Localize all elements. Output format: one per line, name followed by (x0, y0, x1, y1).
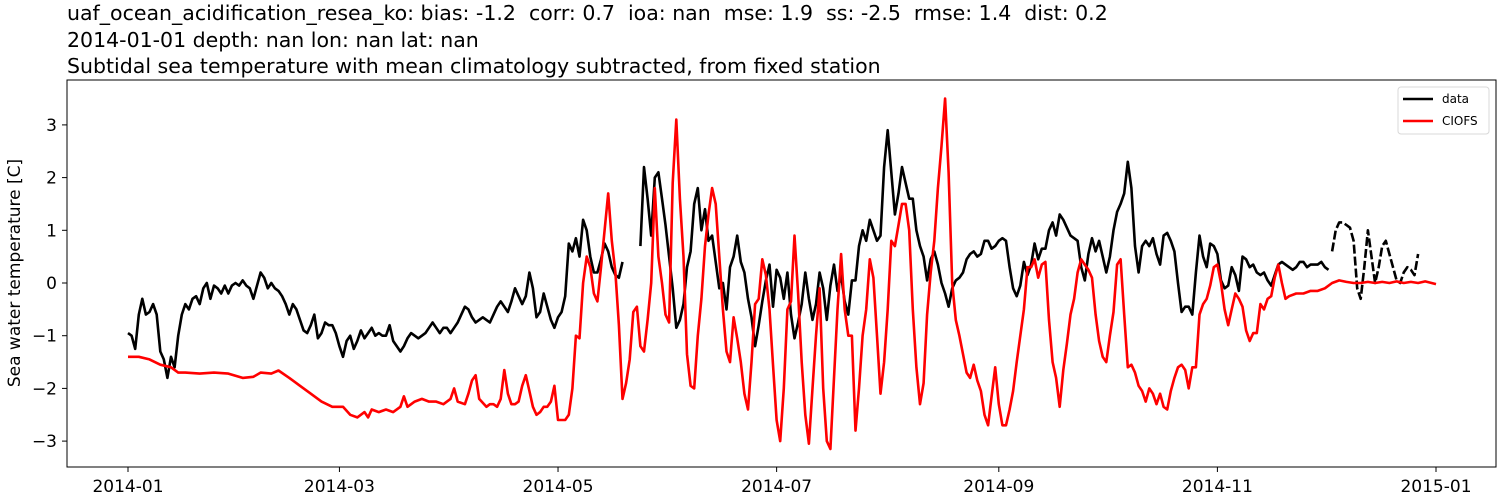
y-tick-label: −3 (32, 432, 57, 452)
chart-title-line-2: 2014-01-01 depth: nan lon: nan lat: nan (67, 28, 479, 52)
chart-title-line-3: Subtidal sea temperature with mean clima… (67, 54, 881, 78)
legend-ciofs-label: CIOFS (1442, 114, 1478, 128)
y-tick-label: −2 (32, 379, 57, 399)
data-series-line (639, 128, 1330, 348)
x-tick-label: 2014-01 (92, 477, 163, 497)
series-layer (127, 97, 1437, 451)
legend-data-label: data (1442, 92, 1469, 106)
x-tick-label: 2014-11 (1182, 477, 1253, 497)
y-axis: 3 2 1 0 −1 −2 −3 (32, 116, 67, 452)
x-tick-label: 2014-03 (304, 477, 375, 497)
ciofs-series-line (128, 97, 1437, 451)
y-tick-label: 3 (46, 116, 57, 136)
y-tick-label: 0 (46, 274, 57, 294)
x-axis: 2014-01 2014-03 2014-05 2014-07 2014-09 2014-… (92, 467, 1472, 497)
chart-title-line-1: uaf_ocean_acidification_resea_ko: bias: … (67, 1, 1108, 25)
data-series-line-sparse (1330, 221, 1420, 301)
x-tick-label: 2014-09 (963, 477, 1034, 497)
axes-frame (66, 79, 1497, 468)
x-tick-label: 2015-01 (1400, 477, 1471, 497)
y-tick-label: 2 (46, 169, 57, 189)
y-axis-label: Sea water temperature [C] (5, 159, 25, 387)
plot-area (127, 97, 1437, 451)
x-tick-label: 2014-05 (523, 477, 594, 497)
legend: data CIOFS (1397, 86, 1490, 135)
y-tick-label: 1 (46, 221, 57, 241)
y-tick-label: −1 (32, 327, 57, 347)
data-series-line (127, 218, 624, 380)
x-tick-label: 2014-07 (741, 477, 812, 497)
